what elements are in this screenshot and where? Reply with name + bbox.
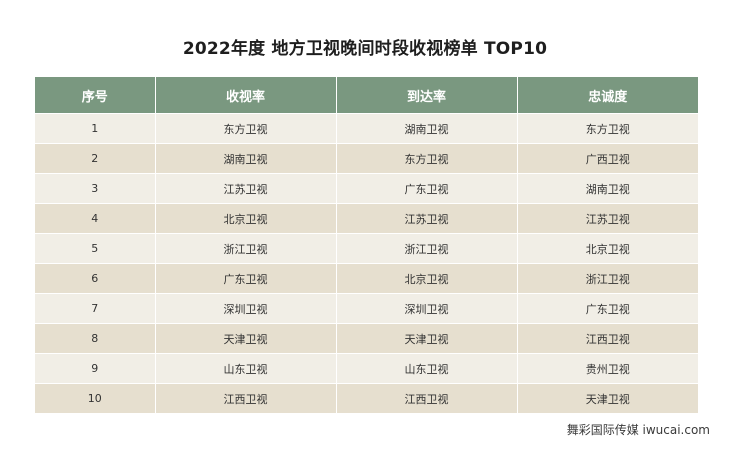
rank-cell: 7	[35, 293, 156, 324]
rating-cell: 北京卫视	[155, 203, 337, 234]
table-row: 2 湖南卫视 东方卫视 广西卫视	[35, 143, 698, 174]
reach-cell: 江西卫视	[336, 383, 518, 413]
loyalty-cell: 广东卫视	[517, 293, 698, 324]
reach-cell: 深圳卫视	[336, 293, 518, 324]
loyalty-cell: 东方卫视	[517, 113, 698, 144]
rank-cell: 2	[35, 143, 156, 174]
rank-cell: 6	[35, 263, 156, 294]
table-row: 7 深圳卫视 深圳卫视 广东卫视	[35, 293, 698, 324]
loyalty-cell: 广西卫视	[517, 143, 698, 174]
table-header-row: 序号 收视率 到达率 忠诚度	[35, 77, 698, 114]
table-row: 8 天津卫视 天津卫视 江西卫视	[35, 323, 698, 354]
rating-cell: 广东卫视	[155, 263, 337, 294]
loyalty-cell: 贵州卫视	[517, 353, 698, 384]
rank-cell: 3	[35, 173, 156, 204]
table-row: 5 浙江卫视 浙江卫视 北京卫视	[35, 233, 698, 264]
reach-cell: 广东卫视	[336, 173, 518, 204]
reach-cell: 浙江卫视	[336, 233, 518, 264]
reach-cell: 北京卫视	[336, 263, 518, 294]
loyalty-cell: 江苏卫视	[517, 203, 698, 234]
watermark: 舞彩国际传媒 iwucai.com	[566, 423, 710, 437]
reach-cell: 湖南卫视	[336, 113, 518, 144]
rating-cell: 江西卫视	[155, 383, 337, 413]
ranking-table: 序号 收视率 到达率 忠诚度 1 东方卫视 湖南卫视 东方卫视 2 湖南卫视 东…	[35, 77, 698, 413]
loyalty-cell: 北京卫视	[517, 233, 698, 264]
loyalty-cell: 江西卫视	[517, 323, 698, 354]
table-row: 3 江苏卫视 广东卫视 湖南卫视	[35, 173, 698, 204]
rating-cell: 江苏卫视	[155, 173, 337, 204]
rank-cell: 8	[35, 323, 156, 354]
reach-cell: 山东卫视	[336, 353, 518, 384]
rating-cell: 湖南卫视	[155, 143, 337, 174]
loyalty-cell: 湖南卫视	[517, 173, 698, 204]
rank-cell: 1	[35, 113, 156, 144]
table-row: 1 东方卫视 湖南卫视 东方卫视	[35, 113, 698, 144]
reach-cell: 东方卫视	[336, 143, 518, 174]
rank-cell: 4	[35, 203, 156, 234]
header-rank: 序号	[35, 77, 156, 114]
header-loyalty: 忠诚度	[517, 77, 698, 114]
rating-cell: 东方卫视	[155, 113, 337, 144]
header-reach: 到达率	[336, 77, 518, 114]
rank-cell: 5	[35, 233, 156, 264]
rating-cell: 深圳卫视	[155, 293, 337, 324]
reach-cell: 江苏卫视	[336, 203, 518, 234]
rank-cell: 10	[35, 383, 156, 413]
rating-cell: 浙江卫视	[155, 233, 337, 264]
table-row: 4 北京卫视 江苏卫视 江苏卫视	[35, 203, 698, 234]
loyalty-cell: 天津卫视	[517, 383, 698, 413]
header-rating: 收视率	[155, 77, 337, 114]
rating-cell: 天津卫视	[155, 323, 337, 354]
reach-cell: 天津卫视	[336, 323, 518, 354]
table-row: 9 山东卫视 山东卫视 贵州卫视	[35, 353, 698, 384]
table-row: 6 广东卫视 北京卫视 浙江卫视	[35, 263, 698, 294]
table-row: 10 江西卫视 江西卫视 天津卫视	[35, 383, 698, 413]
rating-cell: 山东卫视	[155, 353, 337, 384]
page-title: 2022年度 地方卫视晚间时段收视榜单 TOP10	[182, 39, 548, 59]
rank-cell: 9	[35, 353, 156, 384]
loyalty-cell: 浙江卫视	[517, 263, 698, 294]
